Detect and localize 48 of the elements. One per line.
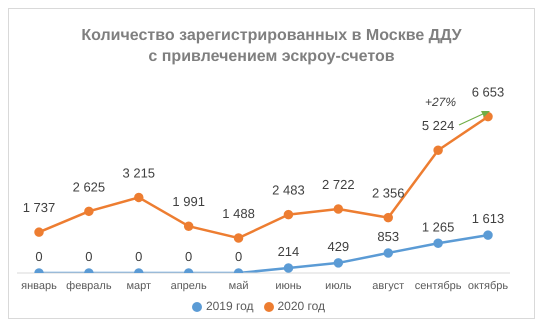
point (483, 230, 493, 240)
data-label: 0 (185, 249, 192, 264)
point (334, 258, 344, 268)
point (284, 210, 294, 220)
point (383, 248, 393, 258)
data-label: 0 (35, 249, 43, 264)
point (284, 263, 294, 273)
data-label: 2 483 (272, 182, 305, 198)
data-label: 5 224 (422, 118, 454, 134)
legend-label: 2019 год (206, 299, 254, 313)
x-tick-label: февраль (66, 280, 112, 292)
point (184, 221, 194, 231)
x-tick-label: апрель (170, 280, 207, 292)
data-label: 3 215 (122, 165, 156, 180)
data-label: 2 722 (322, 177, 355, 192)
point (433, 145, 443, 155)
x-tick-label: сентябрь (414, 280, 462, 292)
point (34, 227, 44, 237)
point (134, 192, 144, 202)
data-label: 429 (327, 238, 350, 254)
data-label: 0 (85, 249, 93, 264)
data-label: 0 (234, 249, 242, 264)
chart-title: Количество зарегистрированных в Москве ДДУ с привлечением эскроу-счетов (80, 26, 463, 67)
point (334, 204, 344, 214)
x-tick-label: март (126, 280, 152, 292)
x-tick-label: июль (325, 280, 352, 292)
x-tick-label: январь (21, 280, 58, 292)
data-label: 1 265 (422, 219, 454, 234)
point (234, 233, 244, 243)
data-label: 2 356 (372, 186, 404, 201)
x-tick-label: май (228, 280, 248, 292)
x-tick-label: октябрь (468, 280, 508, 292)
x-tick-label: август (372, 280, 404, 292)
data-label: 2 625 (72, 179, 106, 194)
data-label: 1 488 (222, 206, 255, 222)
point (383, 212, 393, 222)
x-tick-label: июнь (275, 280, 302, 292)
data-label: 1 613 (472, 211, 504, 226)
data-label: 853 (377, 228, 400, 244)
data-label: 1 737 (22, 200, 56, 216)
data-label: 214 (278, 244, 300, 259)
data-label: 1 991 (172, 194, 205, 210)
point (84, 206, 94, 216)
legend-label: 2020 год (278, 299, 326, 313)
data-label: 0 (135, 249, 142, 264)
point (433, 238, 443, 248)
text: +27% (425, 95, 456, 109)
data-label: 6 653 (472, 84, 504, 100)
